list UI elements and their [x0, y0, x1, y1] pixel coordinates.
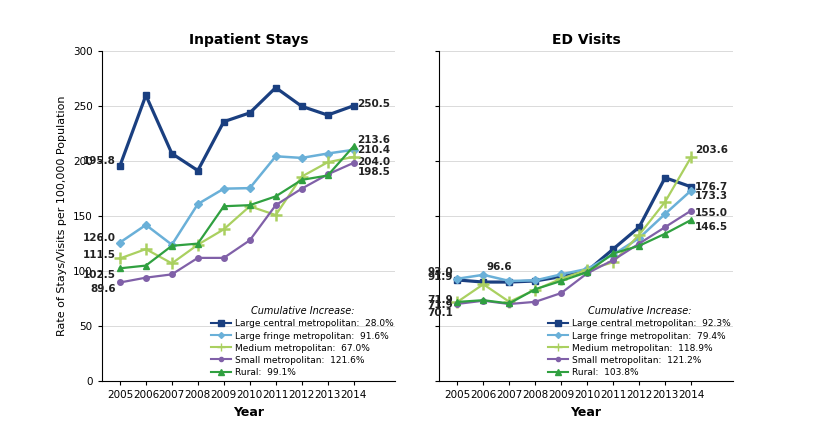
Text: 204.0: 204.0 [357, 158, 391, 167]
Text: 146.5: 146.5 [695, 222, 728, 232]
X-axis label: Year: Year [571, 405, 602, 419]
Text: 93.0: 93.0 [428, 267, 453, 277]
Text: 195.8: 195.8 [83, 156, 116, 166]
Text: 203.6: 203.6 [695, 145, 728, 155]
Text: 96.6: 96.6 [487, 262, 512, 271]
Text: 91.9: 91.9 [428, 272, 453, 282]
Text: 71.9: 71.9 [427, 300, 453, 310]
Text: 111.5: 111.5 [83, 250, 116, 260]
X-axis label: Year: Year [233, 405, 264, 419]
Text: 155.0: 155.0 [695, 208, 728, 218]
Text: 89.6: 89.6 [90, 284, 116, 294]
Text: 176.7: 176.7 [695, 182, 729, 192]
Text: 210.4: 210.4 [357, 145, 391, 155]
Text: 126.0: 126.0 [83, 233, 116, 243]
Text: 250.5: 250.5 [357, 98, 391, 109]
Legend: Large central metropolitan:  28.0%, Large fringe metropolitan:  91.6%, Medium me: Large central metropolitan: 28.0%, Large… [208, 303, 396, 380]
Text: 213.6: 213.6 [357, 135, 391, 145]
Text: 71.9: 71.9 [427, 295, 453, 305]
Text: 173.3: 173.3 [695, 191, 728, 201]
Y-axis label: Rate of Stays/Visits per 100,000 Population: Rate of Stays/Visits per 100,000 Populat… [58, 96, 68, 336]
Title: ED Visits: ED Visits [552, 33, 620, 48]
Text: 70.1: 70.1 [427, 308, 453, 318]
Legend: Large central metropolitan:  92.3%, Large fringe metropolitan:  79.4%, Medium me: Large central metropolitan: 92.3%, Large… [545, 303, 734, 380]
Text: 102.5: 102.5 [83, 270, 116, 280]
Title: Inpatient Stays: Inpatient Stays [189, 33, 309, 48]
Text: 198.5: 198.5 [357, 166, 391, 177]
